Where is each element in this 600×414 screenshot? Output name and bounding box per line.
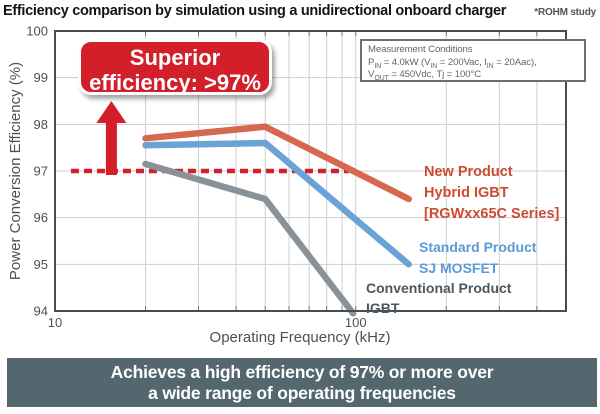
legend-new-product-hybrid-igbt: New Product Hybrid IGBT [RGWxx65C Series… xyxy=(424,162,559,225)
x-axis-title: Operating Frequency (kHz) xyxy=(209,329,391,346)
page-title: Efficiency comparison by simulation usin… xyxy=(3,3,507,19)
banner-line-2: a wide range of operating frequencies xyxy=(148,383,456,403)
y-tick-label: 94 xyxy=(34,304,48,319)
measurement-conditions-title: Measurement Conditions xyxy=(368,44,473,55)
banner-line-1: Achieves a high efficiency of 97% or mor… xyxy=(110,362,494,382)
y-tick-label: 95 xyxy=(34,257,48,272)
legend-line: New Product xyxy=(424,164,513,180)
measurement-conditions-box: Measurement Conditions PIN = 4.0kW (VIN … xyxy=(360,39,586,82)
legend-line: IGBT xyxy=(366,300,400,316)
y-tick-label: 98 xyxy=(34,117,48,132)
legend-line: Hybrid IGBT xyxy=(424,185,509,201)
study-credit: *ROHM study xyxy=(534,7,596,18)
legend-conventional-product-igbt: Conventional Product IGBT xyxy=(366,278,511,318)
y-tick-label: 99 xyxy=(34,70,48,85)
callout-line-2: efficiency: >97% xyxy=(89,70,261,95)
summary-banner: Achieves a high efficiency of 97% or mor… xyxy=(7,358,597,407)
y-axis-title: Power Conversion Efficiency (%) xyxy=(7,61,24,281)
callout-line-1: Superior xyxy=(129,45,221,70)
y-tick-label: 96 xyxy=(34,210,48,225)
legend-line: [RGWxx65C Series] xyxy=(424,206,560,222)
series-line-0 xyxy=(142,123,412,203)
plot-border xyxy=(54,30,567,312)
legend-line: SJ MOSFET xyxy=(419,259,499,276)
series-line-2 xyxy=(142,160,357,317)
x-tick-label: 100 xyxy=(345,315,367,330)
series-line-1 xyxy=(142,139,412,268)
x-tick-label: 10 xyxy=(48,315,62,330)
measurement-conditions-line-3: VOUT = 450Vdc, Tj = 100°C xyxy=(368,69,482,82)
superior-efficiency-callout: Superior efficiency: >97% xyxy=(78,39,272,95)
legend-standard-product-sj-mosfet: Standard Product SJ MOSFET xyxy=(419,237,536,278)
legend-line: Conventional Product xyxy=(366,280,512,296)
upward-arrow-icon xyxy=(96,101,127,175)
y-tick-label: 100 xyxy=(26,24,48,39)
measurement-conditions-line-2: PIN = 4.0kW (VIN = 200Vac, IIN = 20Aac), xyxy=(368,56,537,70)
y-tick-label: 97 xyxy=(34,164,48,179)
legend-line: Standard Product xyxy=(419,239,537,255)
